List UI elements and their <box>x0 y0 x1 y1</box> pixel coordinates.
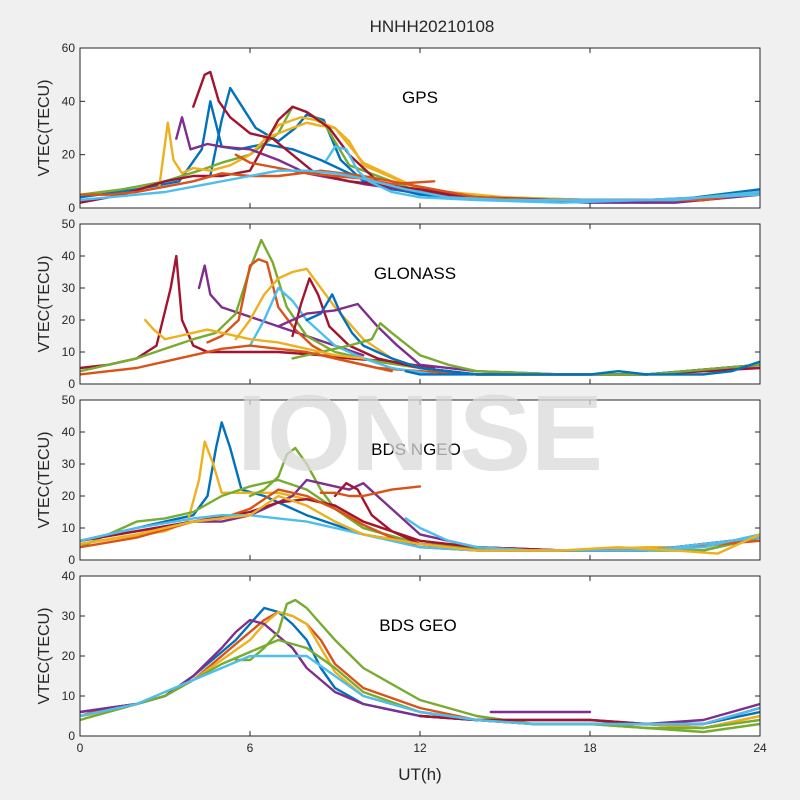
panel-label: BDS GEO <box>379 616 456 635</box>
panel-2: 0 10 20 30 40 50 VTEC(TECU) BDS NGEO <box>36 393 761 567</box>
y-tick-label: 40 <box>62 94 76 108</box>
series-line <box>234 153 436 186</box>
panel-label: GLONASS <box>374 264 456 283</box>
series-line <box>319 485 422 498</box>
series-line <box>80 344 393 376</box>
y-tick-label: 40 <box>62 425 76 439</box>
axes-background <box>80 576 760 736</box>
x-axis-label: UT(h) <box>398 765 441 784</box>
y-axis-label: VTEC(TECU) <box>36 256 53 353</box>
figure-title: HNHH20210108 <box>370 17 495 36</box>
y-tick-label: 30 <box>62 609 76 623</box>
y-tick-label: 0 <box>68 553 75 567</box>
series-line <box>197 264 365 357</box>
x-tick-label: 12 <box>413 741 427 755</box>
y-tick-label: 10 <box>62 345 76 359</box>
series-line <box>143 318 365 360</box>
y-tick-label: 40 <box>62 569 76 583</box>
y-tick-label: 20 <box>62 148 76 162</box>
y-tick-label: 0 <box>68 377 75 391</box>
y-tick-label: 50 <box>62 393 76 407</box>
panel-1: 0 10 20 30 40 50 VTEC(TECU) GLONASS <box>36 217 761 391</box>
series-line <box>325 145 760 204</box>
y-axis-label: VTEC(TECU) <box>36 608 53 705</box>
series-group <box>80 238 760 376</box>
y-tick-label: 10 <box>62 521 76 535</box>
y-tick-label: 0 <box>68 201 75 215</box>
y-tick-label: 50 <box>62 217 76 231</box>
panel-label: GPS <box>402 88 438 107</box>
y-tick-label: 0 <box>68 729 75 743</box>
y-tick-label: 30 <box>62 457 76 471</box>
panel-0: 0 20 40 60 VTEC(TECU) GPS <box>36 41 761 215</box>
series-line <box>80 654 760 726</box>
x-tick-label: 24 <box>753 741 767 755</box>
series-line <box>404 360 760 376</box>
y-tick-label: 20 <box>62 313 76 327</box>
series-line <box>404 517 760 552</box>
y-axis-label: VTEC(TECU) <box>36 432 53 529</box>
y-tick-label: 60 <box>62 41 76 55</box>
panel-label: BDS NGEO <box>371 440 461 459</box>
x-tick-label: 18 <box>583 741 597 755</box>
watermark: IONISE <box>237 372 603 493</box>
panel-3: 0 6 12 18 24 0 10 20 30 40 VTEC(TECU) BDS GEO <box>36 569 767 755</box>
y-tick-label: 10 <box>62 689 76 703</box>
series-line <box>80 169 760 202</box>
x-tick-label: 6 <box>247 741 254 755</box>
y-tick-label: 20 <box>62 649 76 663</box>
y-tick-label: 40 <box>62 249 76 263</box>
y-tick-label: 30 <box>62 281 76 295</box>
x-tick-label: 0 <box>77 741 84 755</box>
axes-background <box>80 224 760 384</box>
series-group <box>80 70 760 204</box>
series-group <box>80 421 760 555</box>
y-tick-label: 20 <box>62 489 76 503</box>
series-line <box>80 494 760 555</box>
series-group <box>80 598 760 734</box>
y-axis-label: VTEC(TECU) <box>36 80 53 177</box>
series-line <box>80 254 436 370</box>
